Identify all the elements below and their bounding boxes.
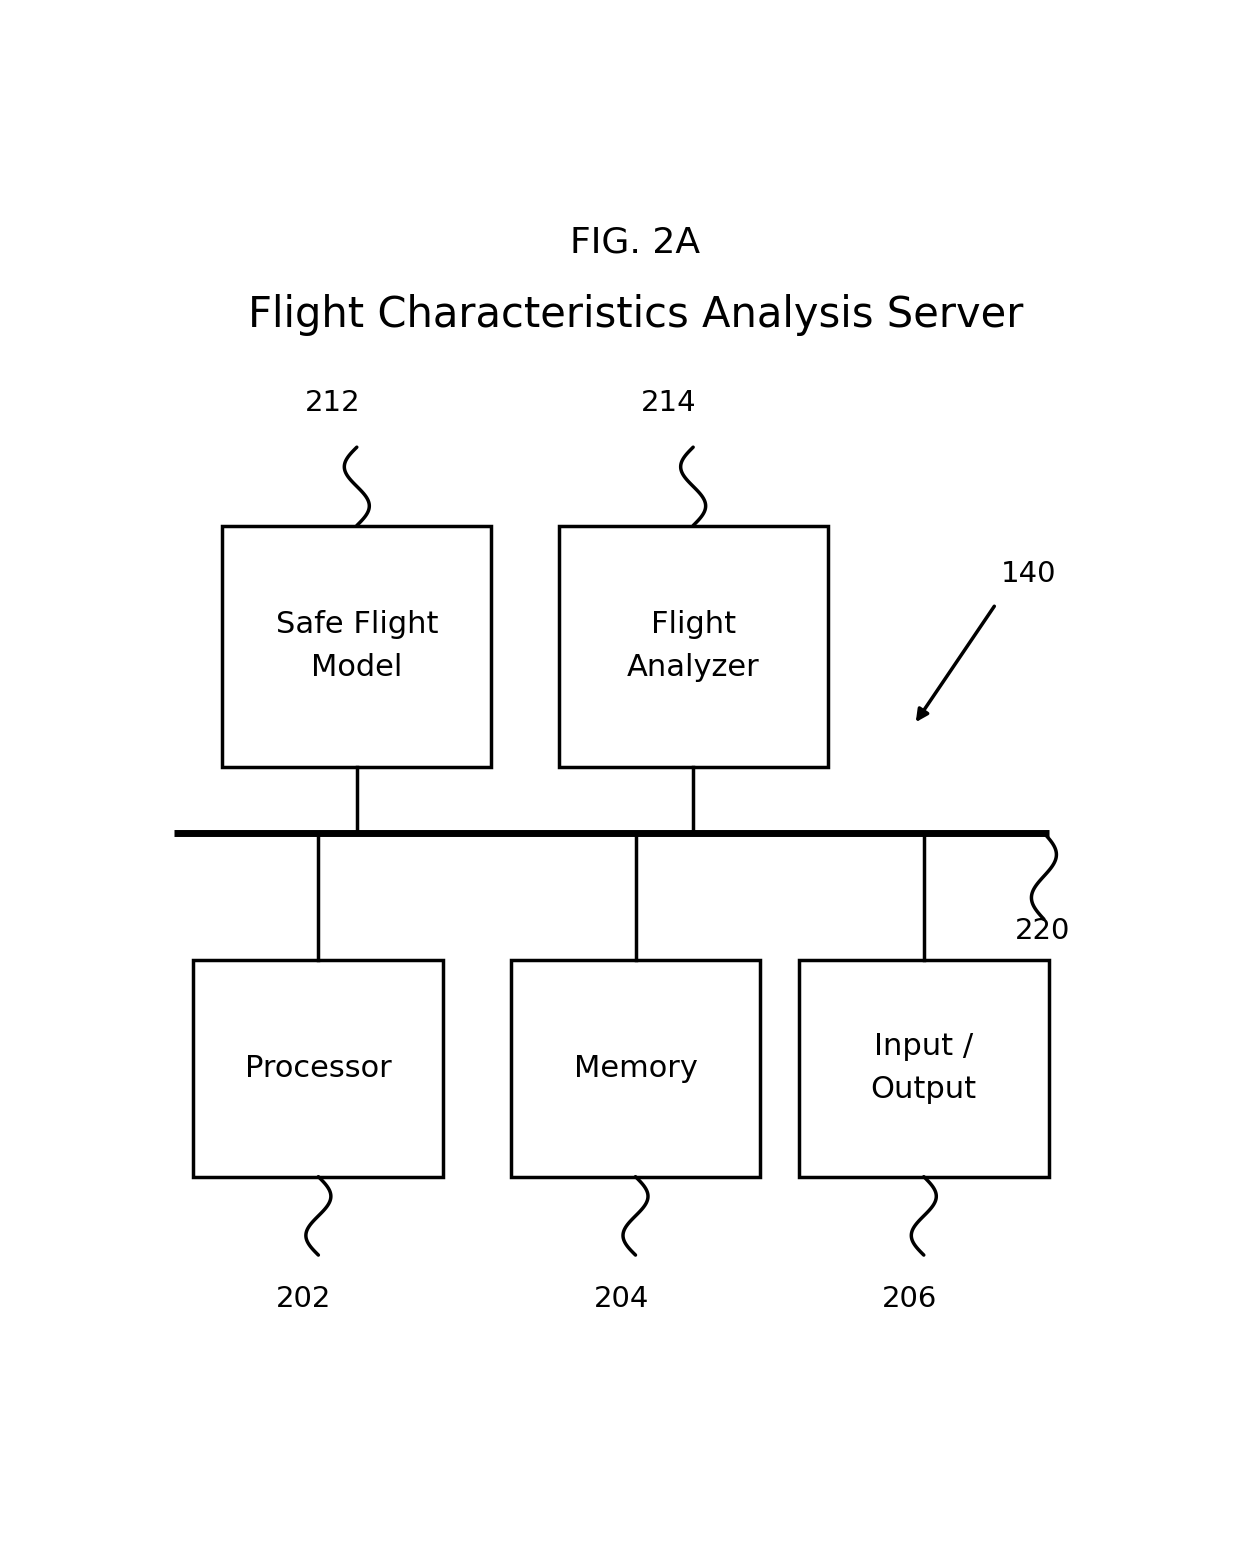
Text: 204: 204 <box>594 1286 649 1314</box>
Bar <box>222 526 491 767</box>
Text: Processor: Processor <box>246 1054 392 1082</box>
Bar <box>193 960 444 1176</box>
Text: 206: 206 <box>882 1286 937 1314</box>
Text: Safe Flight
Model: Safe Flight Model <box>275 611 438 683</box>
Text: 214: 214 <box>641 388 697 417</box>
Bar <box>511 960 760 1176</box>
Text: 140: 140 <box>1001 559 1056 587</box>
Text: Flight
Analyzer: Flight Analyzer <box>626 611 760 683</box>
Text: Input /
Output: Input / Output <box>870 1032 977 1104</box>
Text: FIG. 2A: FIG. 2A <box>570 226 701 260</box>
Text: Memory: Memory <box>574 1054 697 1082</box>
Text: 202: 202 <box>277 1286 331 1314</box>
Text: 220: 220 <box>1016 918 1070 946</box>
Bar <box>558 526 828 767</box>
Bar <box>799 960 1049 1176</box>
Text: Flight Characteristics Analysis Server: Flight Characteristics Analysis Server <box>248 293 1023 335</box>
Text: 212: 212 <box>305 388 361 417</box>
